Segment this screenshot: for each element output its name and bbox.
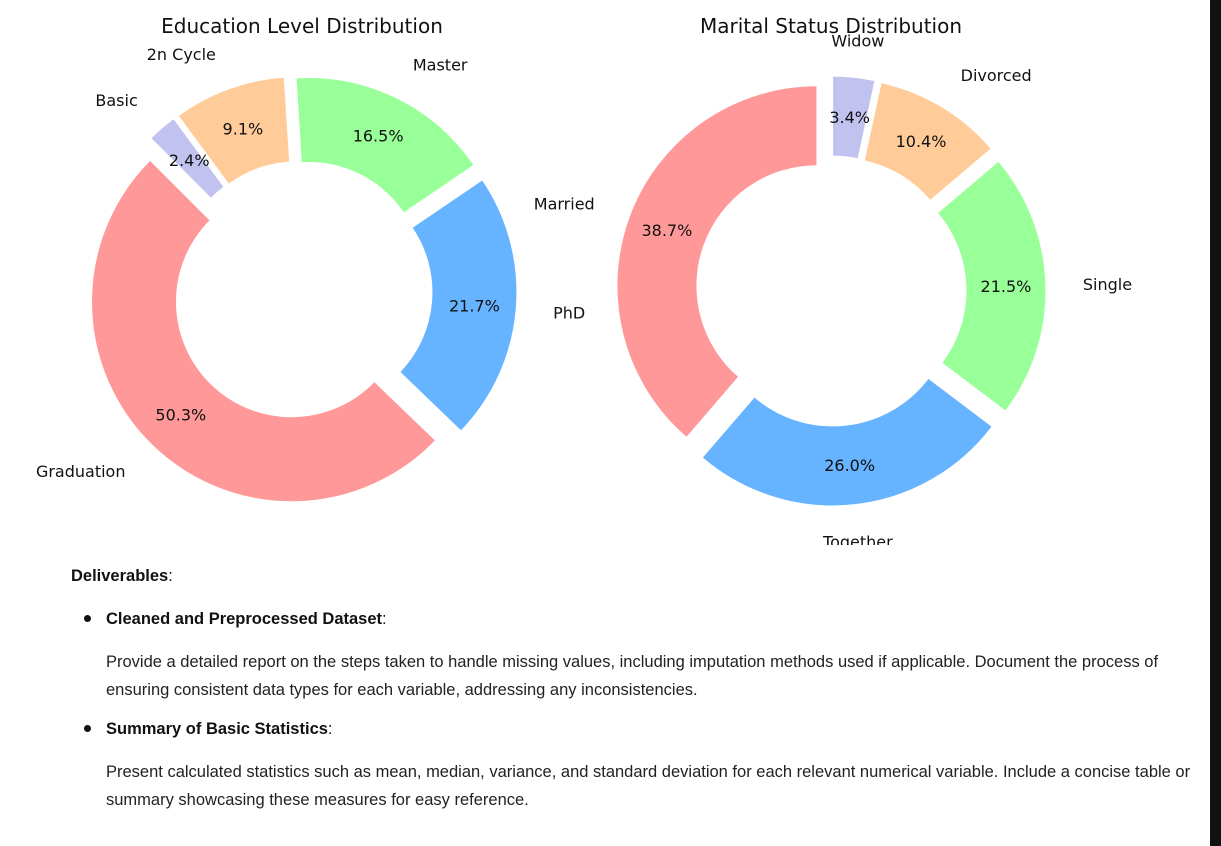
slice-master — [295, 77, 475, 214]
chart-title: Marital Status Distribution — [700, 14, 962, 38]
category-label: Graduation — [36, 462, 126, 481]
deliverables-section: Deliverables: Cleaned and Preprocessed D… — [71, 562, 1191, 824]
list-item: Cleaned and Preprocessed Dataset: Provid… — [84, 604, 1191, 704]
category-label: Together — [822, 533, 893, 545]
slice-married — [616, 85, 818, 439]
slice-divorced — [863, 82, 992, 202]
slice-together — [701, 377, 993, 507]
category-label: Widow — [831, 31, 884, 50]
category-label: Single — [1083, 275, 1132, 294]
deliverables-list: Cleaned and Preprocessed Dataset: Provid… — [71, 604, 1191, 814]
percent-label: 10.4% — [896, 132, 947, 151]
slice-widow — [832, 75, 876, 160]
bullet-icon — [84, 725, 91, 732]
marital-donut-chart: Married 38.7% Together 26.0% Single 21.5% Divo… — [534, 14, 1132, 545]
percent-label: 21.7% — [449, 297, 500, 316]
category-label: Basic — [95, 91, 137, 110]
slice-phd — [399, 179, 518, 432]
item-title: Summary of Basic Statistics: — [106, 720, 333, 738]
window-edge — [1210, 0, 1221, 846]
percent-label: 9.1% — [223, 119, 264, 138]
charts-figure: Graduation 50.3% PhD 21.7% Master 16.5% 2n Cyc… — [36, 14, 1132, 545]
percent-label: 2.4% — [169, 151, 210, 170]
slice-single — [936, 160, 1047, 412]
percent-label: 38.7% — [641, 221, 692, 240]
category-label: Master — [413, 56, 468, 75]
category-label: Divorced — [961, 66, 1032, 85]
education-donut-chart: Graduation 50.3% PhD 21.7% Master 16.5% 2n Cyc… — [36, 14, 585, 503]
category-label: Married — [534, 194, 595, 213]
percent-label: 50.3% — [155, 405, 206, 424]
percent-label: 16.5% — [353, 127, 404, 146]
chart-title: Education Level Distribution — [161, 14, 443, 38]
item-body: Provide a detailed report on the steps t… — [106, 653, 1159, 699]
percent-label: 3.4% — [829, 108, 870, 127]
category-label: PhD — [553, 303, 585, 322]
percent-label: 26.0% — [824, 456, 875, 475]
category-label: 2n Cycle — [147, 45, 216, 64]
percent-label: 21.5% — [981, 277, 1032, 296]
slice-graduation — [91, 159, 437, 503]
deliverables-heading: Deliverables: — [71, 567, 173, 585]
slice-basic — [150, 117, 225, 200]
item-body: Present calculated statistics such as me… — [106, 763, 1191, 809]
item-title: Cleaned and Preprocessed Dataset: — [106, 610, 387, 628]
slice-2n-cycle — [177, 76, 291, 185]
list-item: Summary of Basic Statistics: Present cal… — [84, 714, 1191, 814]
bullet-icon — [84, 615, 91, 622]
